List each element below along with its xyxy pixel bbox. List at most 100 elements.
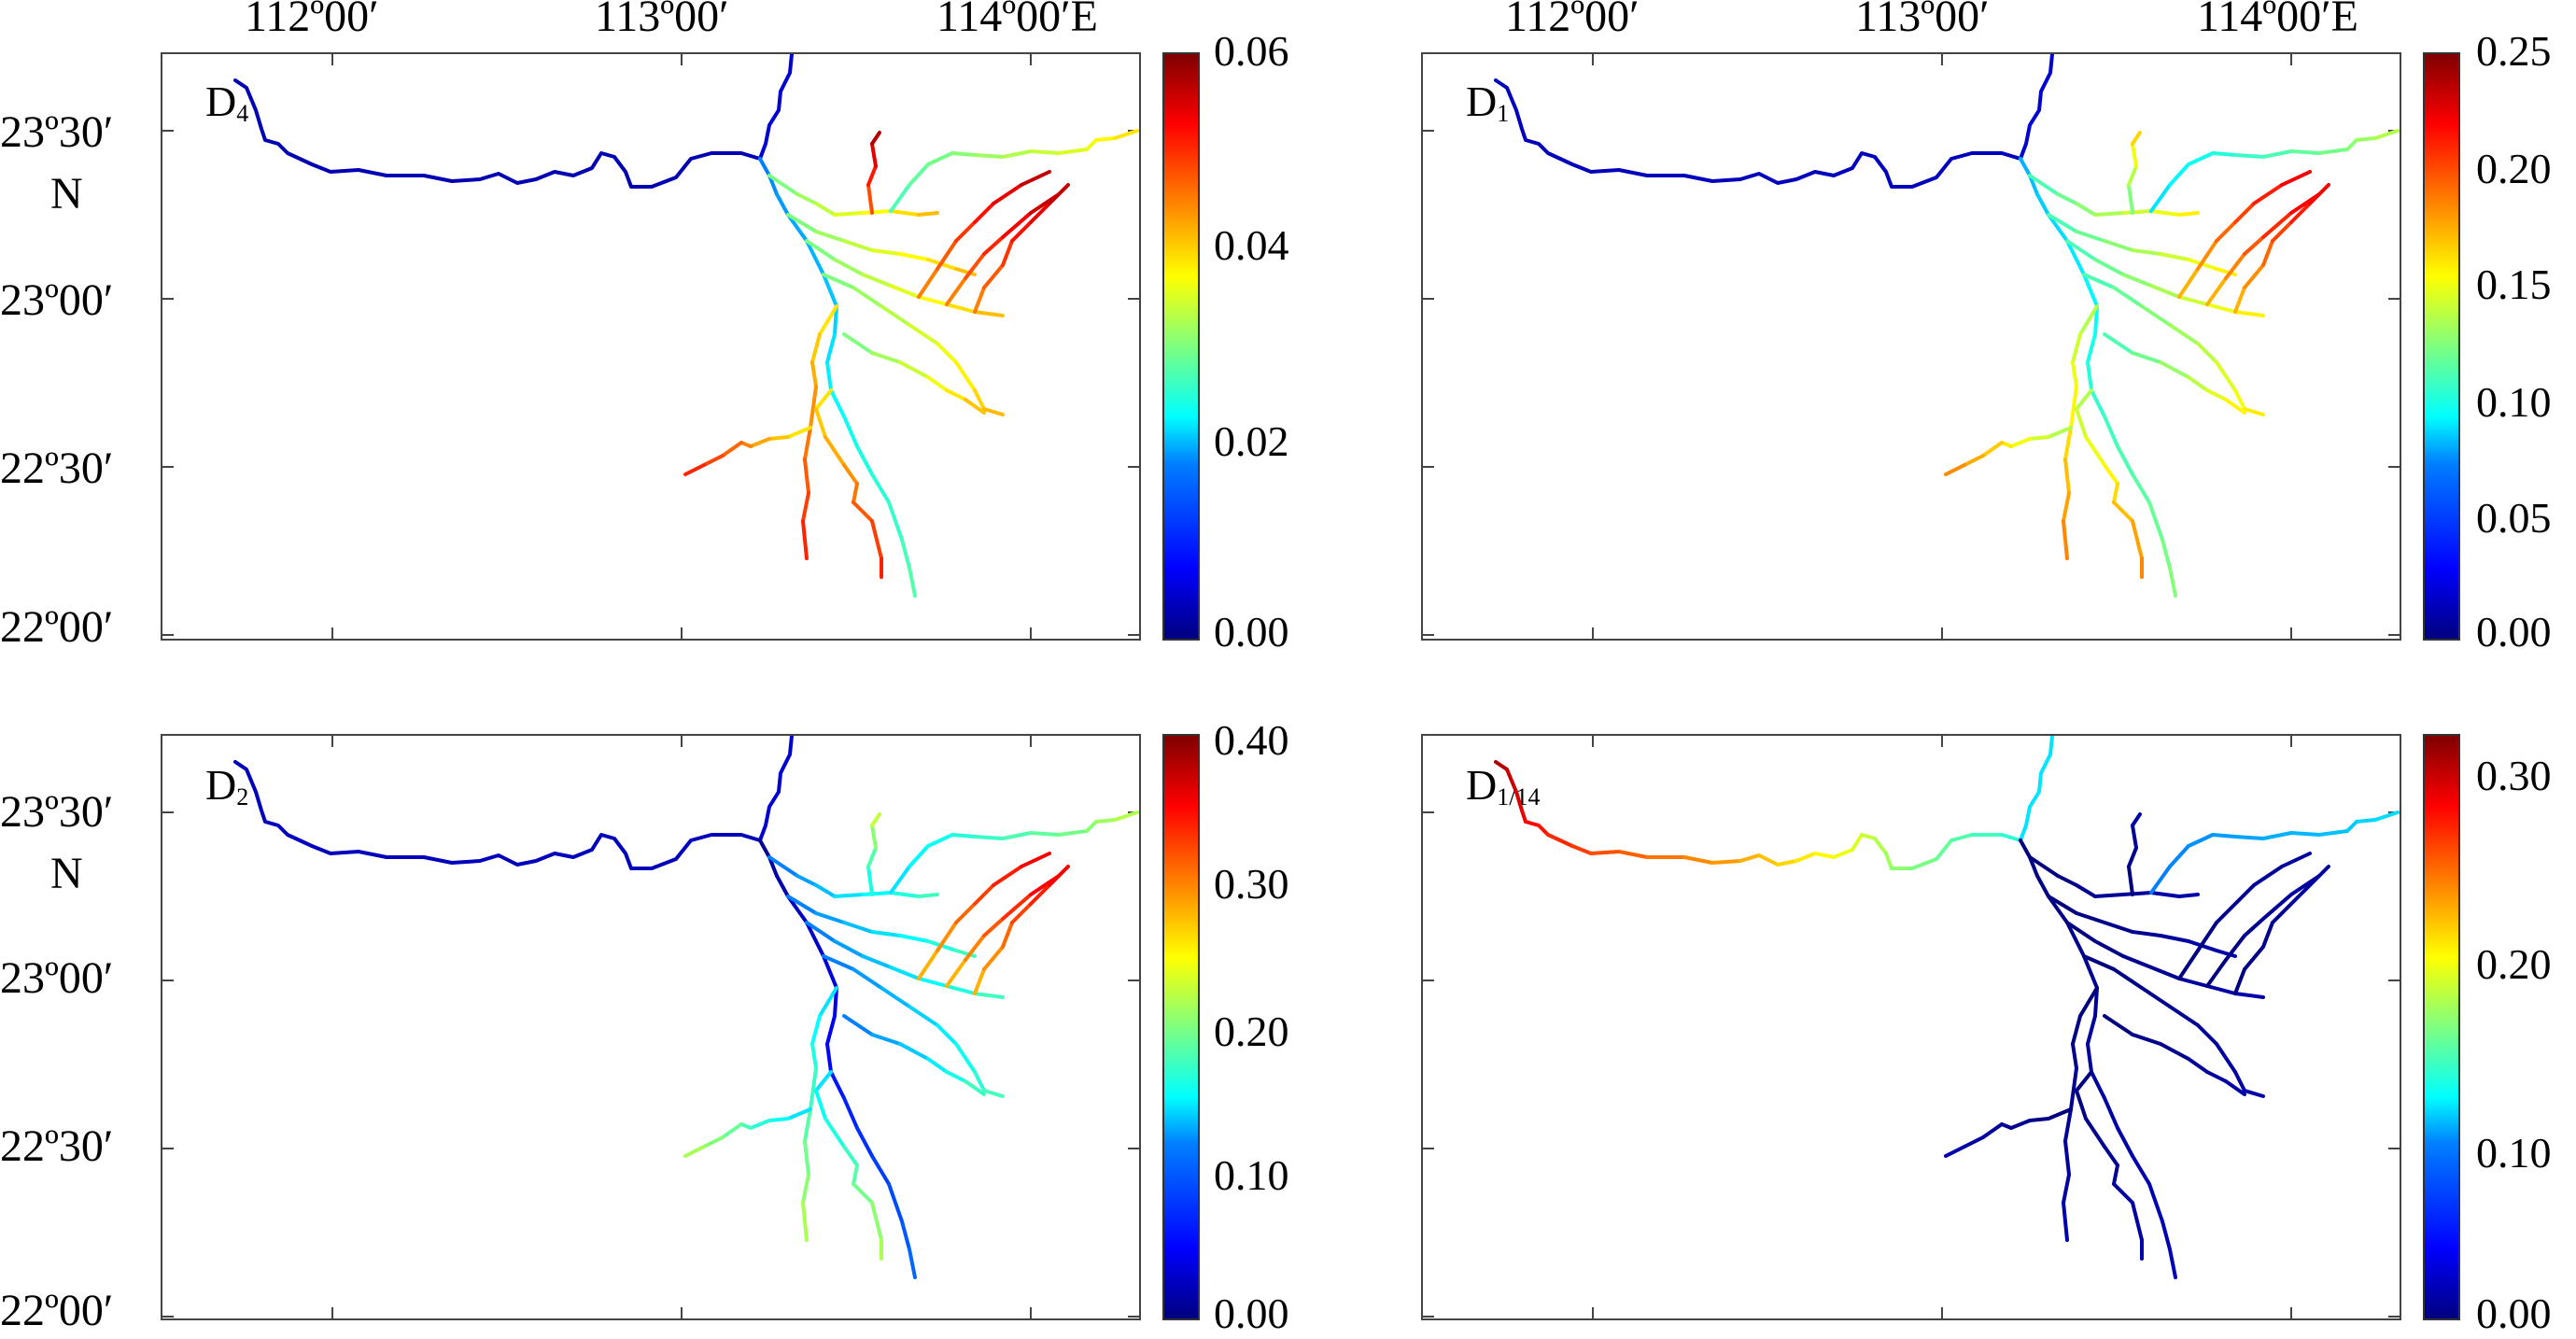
river-branch-e-2-seg (870, 930, 902, 937)
river-branch-e-4-seg (2082, 954, 2116, 971)
river-branch-e-5-seg (2159, 1042, 2190, 1061)
west-river-seg (1757, 853, 1780, 867)
river-branch-sw-3-seg (2112, 482, 2119, 504)
river-branch-sw-3-seg (814, 388, 833, 411)
river-branch-main-south-seg (829, 1070, 846, 1100)
river-branch-ne-1-seg (908, 844, 930, 868)
west-river-seg (1537, 824, 1550, 837)
west-river-seg (1884, 852, 1893, 870)
river-branch-sw-2-seg (702, 454, 725, 467)
river-branch-e-2-seg (2047, 895, 2078, 915)
north-river (758, 736, 794, 842)
river-branch-e-3-seg (2065, 921, 2097, 943)
river-network-map-d1-14 (1423, 736, 2400, 1318)
river-branch-sw-3-seg (870, 519, 883, 560)
river-branch-e-3-seg (889, 284, 921, 299)
river-branch-e-1-seg (814, 202, 837, 217)
river-branch-sw-3-seg (852, 1182, 874, 1205)
river-branch-sw-3-seg (814, 1089, 827, 1121)
river-branch-e-3-seg (945, 303, 977, 314)
river-branch-e-2-seg (870, 248, 902, 256)
river-branch-e-4-seg (880, 986, 911, 1008)
river-branch-e-4-seg (2196, 342, 2218, 364)
river-branch-e-1-seg (2121, 209, 2153, 215)
river-branch-sw-2-seg (767, 435, 790, 441)
river-branch-e-1-seg (861, 891, 893, 896)
river-branch-e-1-seg (833, 893, 865, 898)
river-branch-sw-3-seg (852, 482, 859, 504)
river-branch-ne-fan-3-seg (1048, 183, 1070, 205)
river-branch-ne-1-seg (1094, 136, 1117, 142)
river-branch-e-1-seg (767, 855, 799, 878)
river-branch-ne-1-seg (2317, 829, 2349, 837)
colorbar-d2 (1162, 734, 1200, 1320)
west-river-seg (1505, 768, 1518, 794)
river-branch-sw-2-seg (1963, 454, 1985, 467)
river-branch-ne-fan-2-seg (1001, 211, 1033, 239)
river-branch-ne-1-seg (889, 183, 911, 213)
river-branch-main-south-seg (2028, 855, 2039, 878)
river-branch-sw-1-seg (801, 1201, 809, 1242)
river-branch-e-5-seg (2205, 388, 2228, 402)
river-branch-main-south-seg (2047, 895, 2069, 924)
river-branch-e-3-seg (2149, 965, 2181, 980)
river-branch-n-trib-seg (866, 865, 874, 896)
river-branch-ne-fan-3-seg (982, 263, 1005, 289)
river-branch-sw-2-seg (721, 441, 743, 458)
river-branch-ne-1-seg (2345, 820, 2358, 833)
river-branch-e-2-seg (2075, 911, 2106, 924)
colorbar-tick: 0.00 (2476, 1290, 2552, 1337)
river-branch-e-2-seg (2131, 248, 2162, 256)
river-branch-ne-1-seg (889, 865, 911, 895)
river-branch-sw-3-seg (2075, 1070, 2093, 1092)
river-branch-e-3-seg (833, 939, 865, 958)
river-branch-e-3-seg (917, 977, 949, 988)
river-branch-e-5-seg (2187, 1057, 2209, 1074)
river-branch-sw-2-seg (2009, 437, 2032, 448)
river-branch-main-south-seg (775, 874, 790, 898)
river-branch-e-1-seg (2093, 211, 2125, 217)
river-branch-e-2-seg (954, 267, 977, 276)
river-branch-ne-1-seg (973, 835, 1005, 840)
river-branch-ne-1-seg (926, 151, 954, 166)
river-branch-ne-1-seg (973, 153, 1005, 159)
river-branch-sw-3-seg (814, 1070, 833, 1092)
river-branch-sw-1-seg (818, 304, 838, 336)
river-branch-ne-fan-3-seg (1010, 220, 1033, 243)
river-branch-sw-1-seg (801, 491, 810, 523)
river-branch-ne-1-seg (908, 162, 930, 187)
river-branch-ne-fan-3-seg (2308, 865, 2330, 887)
river-branch-sw-1-seg (2071, 1014, 2082, 1046)
river-branch-main-south-seg (829, 388, 846, 418)
river-branch-main-south-seg (2116, 444, 2134, 476)
river-branch-sw-2-seg (2009, 1119, 2032, 1130)
river-branch-ne-fan-2-seg (2261, 893, 2293, 921)
river-branch-main-south-seg (2086, 360, 2093, 392)
lat-label-2330: 23º30′ (0, 107, 114, 157)
river-branch-e-1-seg (767, 174, 799, 196)
river-branch-e-5-seg (2224, 398, 2246, 415)
river-branch-ne-fan-3-seg (1029, 202, 1051, 224)
river-branch-ne-fan-2-seg (2261, 211, 2293, 239)
lat-label-2200: 22º00′ (0, 1286, 114, 1335)
river-branch-e-4-seg (852, 967, 883, 990)
river-branch-e-4-seg (822, 273, 855, 289)
west-river-seg (1546, 833, 1574, 848)
river-branch-sw-1-seg (801, 519, 809, 560)
river-branch-e-3-seg (2205, 984, 2237, 995)
lon-label-114: 114º00′E (2197, 0, 2358, 41)
river-branch-ne-fan-3-seg (2233, 286, 2246, 314)
river-branch-ne-fan-1-seg (917, 267, 939, 299)
colorbar-tick: 0.30 (2476, 752, 2552, 799)
river-branch-ne-fan-1-seg (1020, 852, 1051, 868)
west-river-seg (1617, 850, 1649, 859)
river-branch-e-5-seg (2103, 332, 2134, 355)
river-branch-n-trib-seg (870, 812, 881, 827)
river-branch-sw-3-seg (814, 407, 827, 439)
river-branch-e-1-seg (2056, 192, 2078, 205)
river-branch-e-2-seg (2103, 921, 2134, 934)
river-branch-e-1-seg (2149, 891, 2181, 898)
colorbar-d1 (2423, 52, 2460, 641)
river-branch-sw-3-seg (2075, 388, 2093, 411)
river-branch-e-4-seg (2196, 1023, 2218, 1046)
